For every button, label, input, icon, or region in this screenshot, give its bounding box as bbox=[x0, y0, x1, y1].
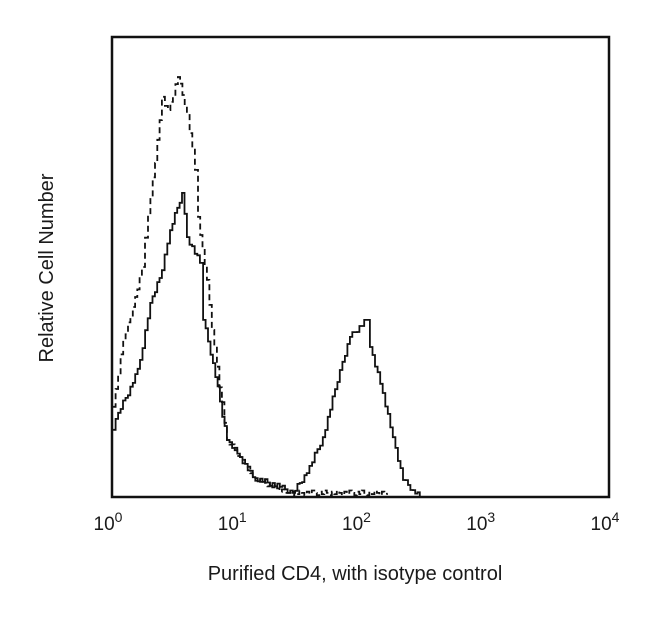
x-tick-label: 102 bbox=[342, 509, 371, 535]
plot-frame bbox=[110, 35, 611, 499]
y-axis-label: Relative Cell Number bbox=[36, 173, 58, 362]
x-axis-label: Purified CD4, with isotype control bbox=[208, 563, 503, 585]
dashed-histogram-series bbox=[113, 76, 388, 497]
x-tick-label: 101 bbox=[218, 509, 247, 535]
x-tick-label: 104 bbox=[591, 509, 620, 535]
x-tick-label: 100 bbox=[94, 509, 123, 535]
x-tick-label: 103 bbox=[466, 509, 495, 535]
solid-histogram-series bbox=[113, 192, 421, 497]
